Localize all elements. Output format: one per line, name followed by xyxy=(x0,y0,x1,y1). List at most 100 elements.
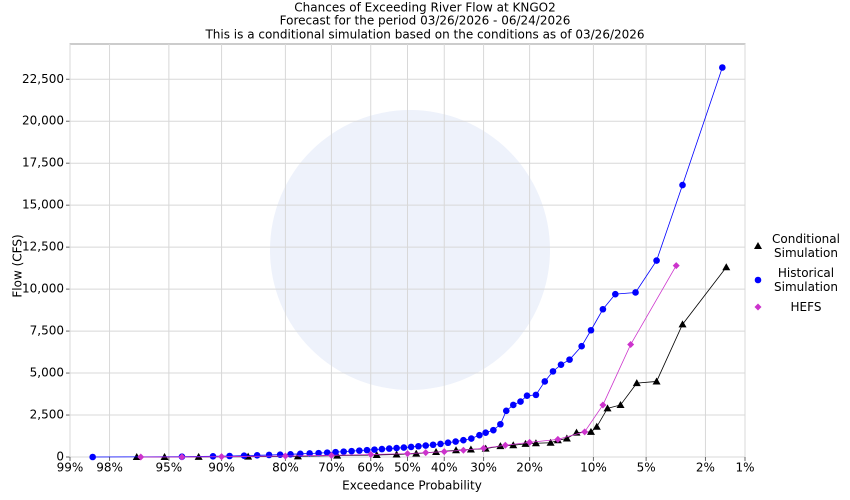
legend: Conditional Simulation Historical Simulat… xyxy=(752,232,848,320)
marker xyxy=(407,443,415,451)
marker xyxy=(468,435,475,442)
marker xyxy=(371,446,378,453)
marker xyxy=(521,439,530,447)
marker xyxy=(323,449,331,456)
marker xyxy=(541,378,549,385)
marker xyxy=(385,445,393,452)
marker xyxy=(612,290,619,298)
legend-swatch xyxy=(754,276,762,284)
marker xyxy=(253,452,261,459)
x-tick-label: 5% xyxy=(637,461,656,475)
y-tick-label: 22,500 xyxy=(22,72,64,86)
marker xyxy=(476,431,483,439)
marker xyxy=(404,450,411,458)
x-tick-label: 40% xyxy=(431,461,458,475)
marker xyxy=(429,441,437,449)
x-tick-label: 10% xyxy=(580,461,607,475)
y-tick-label: 5,000 xyxy=(30,366,64,380)
marker xyxy=(89,453,96,461)
marker xyxy=(678,320,687,328)
marker xyxy=(578,342,585,350)
marker xyxy=(444,439,452,447)
x-tick-label: 60% xyxy=(357,461,384,475)
y-tick-label: 12,500 xyxy=(22,240,64,254)
marker xyxy=(422,449,430,457)
y-tick-label: 0 xyxy=(56,450,64,464)
legend-item: Historical Simulation xyxy=(752,266,848,294)
marker xyxy=(754,303,762,311)
marker xyxy=(754,276,762,284)
marker xyxy=(587,326,595,334)
marker xyxy=(509,441,518,449)
marker xyxy=(501,441,509,449)
y-tick-label: 17,500 xyxy=(22,156,64,170)
marker xyxy=(672,262,680,270)
marker xyxy=(497,420,504,428)
marker xyxy=(754,242,762,249)
y-tick-label: 2,500 xyxy=(30,408,64,422)
y-tick-label: 20,000 xyxy=(22,114,64,128)
chart-subtitle: Forecast for the period 03/26/2026 - 06/… xyxy=(280,14,571,28)
marker xyxy=(566,356,573,363)
marker xyxy=(240,452,248,459)
x-tick-label: 30% xyxy=(470,461,497,475)
x-tick-label: 90% xyxy=(208,461,235,475)
marker xyxy=(306,450,313,457)
marker xyxy=(363,446,371,454)
legend-label: Historical Simulation xyxy=(774,266,838,294)
marker xyxy=(581,428,589,436)
marker xyxy=(178,453,186,461)
marker xyxy=(546,438,555,446)
marker xyxy=(586,427,595,435)
marker xyxy=(653,257,660,264)
marker xyxy=(480,444,488,452)
x-tick-label: 95% xyxy=(156,461,183,475)
marker xyxy=(599,305,607,313)
x-tick-label: 2% xyxy=(696,461,715,475)
marker xyxy=(502,407,510,415)
marker xyxy=(632,379,641,387)
x-tick-label: 50% xyxy=(394,461,421,475)
marker xyxy=(137,453,145,461)
marker xyxy=(393,444,400,452)
legend-swatch xyxy=(754,242,762,249)
x-axis-label: Exceedance Probability xyxy=(342,479,482,493)
marker xyxy=(532,391,540,399)
marker xyxy=(332,448,339,456)
y-axis-label: Flow (CFS) xyxy=(11,234,25,297)
legend-swatch xyxy=(754,303,762,311)
marker xyxy=(378,445,386,453)
x-tick-label: 98% xyxy=(96,461,123,475)
marker xyxy=(603,404,612,412)
marker xyxy=(466,445,475,453)
marker xyxy=(592,422,601,430)
marker xyxy=(460,436,467,444)
marker xyxy=(415,442,422,450)
marker xyxy=(482,429,489,436)
marker xyxy=(400,444,408,451)
x-tick-label: 99% xyxy=(57,461,84,475)
marker xyxy=(599,401,607,409)
legend-label: Conditional Simulation xyxy=(772,232,840,260)
watermark xyxy=(270,110,550,390)
marker xyxy=(652,377,661,385)
marker xyxy=(452,438,459,445)
y-tick-label: 7,500 xyxy=(30,324,64,338)
y-tick-label: 15,000 xyxy=(22,198,64,212)
marker xyxy=(348,447,355,455)
chart-title: Chances of Exceeding River Flow at KNGO2 xyxy=(294,1,555,15)
marker xyxy=(422,442,430,449)
x-tick-label: 70% xyxy=(318,461,345,475)
x-tick-label: 1% xyxy=(735,461,754,475)
marker xyxy=(437,440,444,448)
chart-note: This is a conditional simulation based o… xyxy=(204,28,644,42)
marker xyxy=(459,446,467,454)
marker xyxy=(722,263,731,271)
legend-label: HEFS xyxy=(790,300,822,314)
marker xyxy=(557,361,565,368)
marker xyxy=(327,451,335,459)
marker xyxy=(523,392,531,400)
x-tick-label: 80% xyxy=(272,461,299,475)
